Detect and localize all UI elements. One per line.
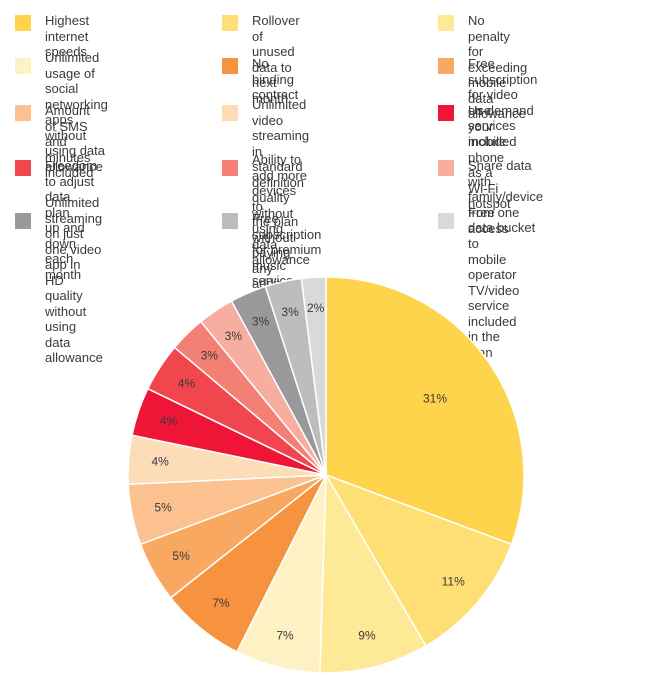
legend-label: No binding contract — [252, 56, 299, 102]
slice-value-label: 3% — [225, 329, 243, 343]
legend-label: Free access to mobile operator TV/video … — [468, 205, 520, 360]
legend-label: Unlimited video streaming in standard de… — [252, 97, 310, 267]
legend-swatch — [438, 105, 454, 121]
legend-swatch — [222, 15, 238, 31]
slice-value-label: 4% — [160, 414, 178, 428]
slice-value-label: 11% — [442, 574, 465, 588]
legend-swatch — [15, 15, 31, 31]
legend-swatch — [15, 213, 31, 229]
legend-swatch — [222, 58, 238, 74]
legend-swatch — [438, 213, 454, 229]
pie-slice — [325, 276, 525, 546]
slice-value-label: 3% — [281, 305, 299, 319]
pie-slice — [324, 473, 513, 647]
legend-swatch — [222, 105, 238, 121]
slice-value-label: 31% — [423, 392, 447, 406]
legend-label: Highest internet speeds — [45, 13, 90, 59]
legend-swatch — [222, 213, 238, 229]
legend-label: Rollover of unused data to next month — [252, 13, 300, 106]
pie-slice — [319, 472, 427, 674]
legend-swatch — [15, 105, 31, 121]
slice-value-label: 7% — [212, 596, 230, 610]
slice-value-label: 3% — [201, 349, 219, 363]
legend-label: Freedom to adjust data plan up and down … — [45, 158, 98, 282]
slice-value-label: 7% — [276, 628, 294, 642]
slice-value-label: 5% — [154, 501, 172, 515]
legend-swatch — [438, 58, 454, 74]
pie-slice — [300, 276, 327, 476]
legend-swatch — [15, 58, 31, 74]
slice-value-label: 9% — [358, 628, 376, 642]
slice-value-label: 3% — [252, 314, 270, 328]
legend-label: Free subscription for video on-demand se… — [468, 56, 538, 149]
slice-value-label: 2% — [307, 301, 325, 315]
legend-label: No penalty for exceeding mobile data all… — [468, 13, 528, 121]
legend-label: Share data with family/device from one d… — [468, 158, 544, 235]
slice-value-label: 4% — [178, 377, 196, 391]
legend-label: Use your mobile phone as a Wi-Fi hotspot — [468, 103, 511, 211]
legend-label: Unlimited streaming on just one video ap… — [45, 195, 103, 365]
legend-label: Amount of SMS and minutes included — [45, 103, 94, 180]
legend-swatch — [438, 160, 454, 176]
slice-value-label: 5% — [172, 549, 190, 563]
legend-label: Unlimited usage of social networking app… — [45, 50, 108, 174]
legend-swatch — [438, 15, 454, 31]
legend-swatch — [222, 160, 238, 176]
legend-swatch — [15, 160, 31, 176]
slice-value-label: 4% — [152, 454, 170, 468]
